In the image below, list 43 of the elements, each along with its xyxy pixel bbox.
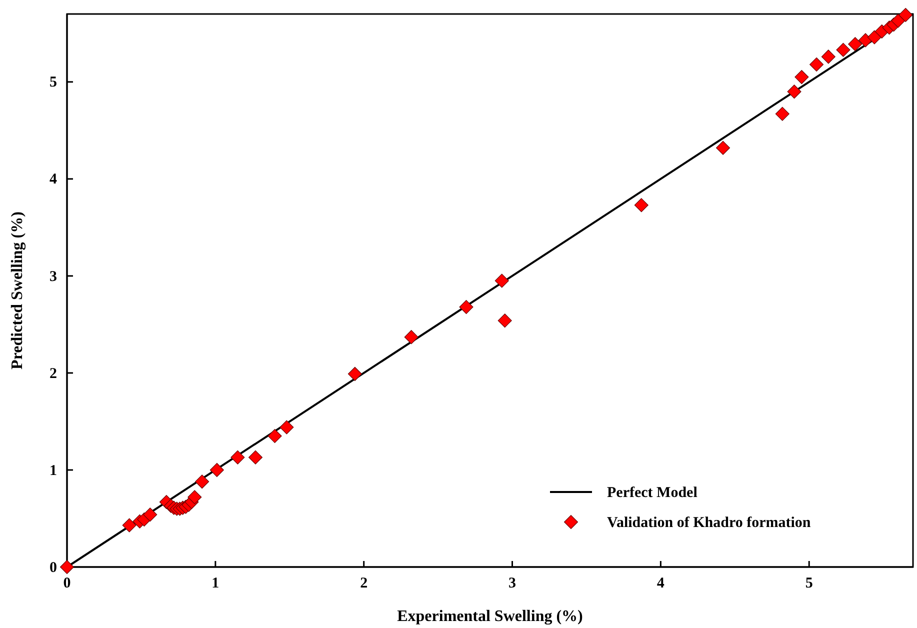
point xyxy=(634,198,648,212)
point xyxy=(210,462,224,477)
point xyxy=(787,84,802,99)
y-tick-label: 4 xyxy=(50,172,58,188)
x-tick-label: 4 xyxy=(656,576,665,592)
x-tick-label: 3 xyxy=(508,576,516,592)
point xyxy=(498,314,512,328)
point xyxy=(195,474,210,489)
point xyxy=(494,274,509,288)
point xyxy=(348,366,362,381)
x-axis-title: Experimental Swelling (%) xyxy=(397,608,583,625)
point xyxy=(280,420,294,434)
point xyxy=(188,490,202,504)
x-tick-label: 1 xyxy=(212,576,220,592)
point xyxy=(268,429,282,444)
point xyxy=(848,37,862,52)
point xyxy=(867,30,882,44)
point xyxy=(60,560,74,574)
point xyxy=(775,106,790,121)
x-tick-label: 2 xyxy=(360,576,368,592)
point xyxy=(810,57,824,72)
legend-label: Validation of Khadro formation xyxy=(607,515,812,531)
y-tick-label: 1 xyxy=(50,462,57,479)
point xyxy=(891,14,906,28)
y-axis-title: Predicted Swelling (%) xyxy=(9,212,26,370)
y-tick-label: 5 xyxy=(50,74,57,91)
y-tick-label: 3 xyxy=(50,268,57,285)
x-tick-label: 0 xyxy=(63,576,71,592)
x-tick-label: 5 xyxy=(805,576,813,592)
point xyxy=(248,450,263,464)
y-tick-label: 2 xyxy=(50,366,57,382)
point xyxy=(794,70,809,84)
point xyxy=(836,42,850,57)
legend-label: Perfect Model xyxy=(607,485,698,501)
point xyxy=(716,140,730,155)
y-tick-label: 0 xyxy=(50,560,57,576)
point xyxy=(404,330,418,344)
point xyxy=(122,518,136,532)
point xyxy=(143,508,158,522)
point xyxy=(898,8,913,22)
point xyxy=(230,450,245,464)
point xyxy=(459,300,474,314)
point xyxy=(821,50,836,64)
